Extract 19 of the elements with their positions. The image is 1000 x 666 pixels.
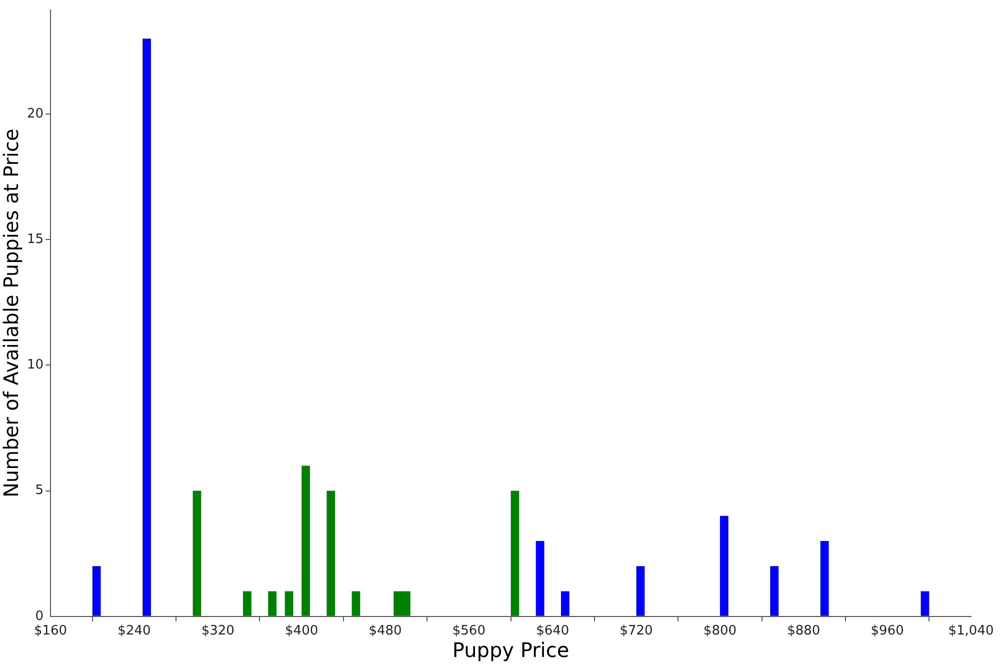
- y-axis-title: Number of Available Puppies at Price: [0, 128, 24, 498]
- x-tick-label: $720: [620, 624, 653, 639]
- x-tick-label: $560: [452, 624, 486, 639]
- x-tick-label: $880: [787, 624, 820, 639]
- x-tick-label: $480: [368, 624, 402, 639]
- y-tick-label: 15: [26, 232, 44, 248]
- x-tick-label: $960: [870, 624, 904, 639]
- x-tick-label: $800: [703, 624, 737, 639]
- x-tick-label: $400: [285, 624, 318, 639]
- x-tick-label: $640: [536, 624, 570, 639]
- y-tick-label: 5: [35, 483, 44, 498]
- y-tick-label: 20: [26, 106, 44, 122]
- y-tick-label: 0: [35, 608, 44, 624]
- x-tick-label: $320: [201, 624, 234, 639]
- y-tick-label: 10: [26, 358, 44, 373]
- x-axis-title: Puppy Price: [452, 638, 570, 662]
- x-tick-label: $160: [34, 624, 68, 639]
- x-tick-label: $1,040: [948, 624, 994, 639]
- x-tick-label: $240: [118, 624, 151, 639]
